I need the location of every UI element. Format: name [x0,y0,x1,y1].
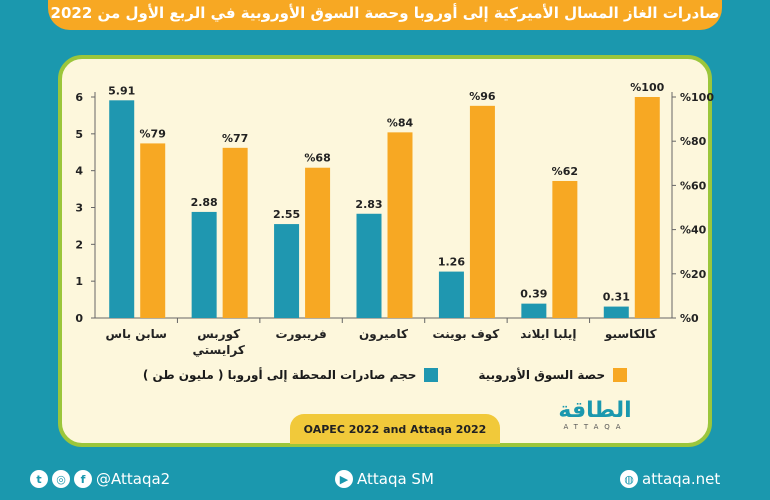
bar-volume [356,213,382,318]
social-handle[interactable]: @Attaqa2 [96,470,171,488]
bar-share-label: %68 [304,152,330,165]
left-tick-label: 3 [75,202,83,215]
category-label: إيلبا ايلاند [520,327,576,341]
bar-share [140,143,166,318]
youtube-link[interactable]: ▶ Attaqa SM [335,470,434,488]
bar-volume-label: 2.83 [355,198,382,211]
bar-volume-label: 2.55 [273,208,300,221]
bar-share-label: %62 [552,165,578,178]
bar-volume-label: 1.26 [438,256,465,269]
footer: t ◎ f @Attaqa2 ▶ Attaqa SM ◍ attaqa.net [0,470,770,496]
chart-title: صادرات الغاز المسال الأميركية إلى أوروبا… [48,0,722,30]
source-label: OAPEC 2022 and Attaqa 2022 [290,414,500,444]
right-tick-label: %80 [680,135,707,148]
bar-share-label: %100 [630,81,664,94]
right-tick-label: %60 [680,179,707,192]
bar-share-label: %79 [140,127,166,140]
left-tick-label: 5 [75,128,83,141]
bar-share-label: %77 [222,132,248,145]
facebook-icon[interactable]: f [74,470,92,488]
right-tick-label: %0 [680,312,699,325]
category-label: كوربس [197,327,240,342]
attaqa-logo: الطاقة ATTAQA [545,398,645,440]
left-tick-label: 4 [75,165,83,178]
bar-share-label: %96 [469,90,496,103]
bar-volume [109,100,135,318]
legend-swatch [424,368,439,382]
bar-volume-label: 5.91 [108,84,135,97]
logo-arabic: الطاقة [558,398,632,423]
bar-volume [274,224,300,318]
left-tick-label: 1 [75,275,83,288]
website-url[interactable]: attaqa.net [642,470,721,488]
bar-volume [521,303,547,318]
category-label: سابن باس [106,327,167,341]
instagram-icon[interactable]: ◎ [52,470,70,488]
right-tick-label: %20 [680,268,707,281]
category-label: كالكاسيو [604,327,657,342]
legend: حصة السوق الأوروبية حجم صادرات المحطة إل… [0,368,770,382]
category-label: كوف بوينت [433,327,500,342]
bar-share [222,147,248,318]
bar-share [387,132,413,318]
legend-item-share: حصة السوق الأوروبية [478,368,628,382]
bar-share [634,97,660,318]
legend-swatch [613,368,628,382]
legend-label: حصة السوق الأوروبية [478,368,606,382]
bar-share [552,180,578,318]
chart-panel [58,55,712,447]
right-tick-label: %100 [680,91,714,104]
category-label: فريبورت [275,327,326,342]
logo-english: ATTAQA [563,423,627,431]
youtube-handle[interactable]: Attaqa SM [357,470,434,488]
left-tick-label: 0 [75,312,83,325]
bar-volume [191,211,217,318]
right-tick-label: %40 [680,224,707,237]
social-links[interactable]: t ◎ f @Attaqa2 [30,470,170,488]
bar-share [469,105,495,318]
youtube-icon: ▶ [335,470,353,488]
category-label: كاميرون [359,327,408,342]
bar-volume-label: 0.31 [603,291,630,304]
legend-item-volume: حجم صادرات المحطة إلى أوروبا ( مليون طن … [143,368,439,382]
left-tick-label: 6 [75,91,83,104]
website-link[interactable]: ◍ attaqa.net [620,470,720,488]
bar-share [305,167,331,318]
bar-volume-label: 0.39 [520,288,547,301]
twitter-icon[interactable]: t [30,470,48,488]
bar-share-label: %84 [387,116,414,129]
category-label: كرايستي [192,343,244,357]
chart-svg: 0 1 2 3 4 5 6 %0 %20 %40 %60 %80 %100 5.91 %79 سابن باس… [75,81,714,357]
bar-volume [603,306,629,318]
globe-icon: ◍ [620,470,638,488]
bar-volume [438,271,464,318]
bar-volume-label: 2.88 [191,196,218,209]
legend-label: حجم صادرات المحطة إلى أوروبا ( مليون طن … [142,368,417,382]
left-tick-label: 2 [75,238,83,251]
